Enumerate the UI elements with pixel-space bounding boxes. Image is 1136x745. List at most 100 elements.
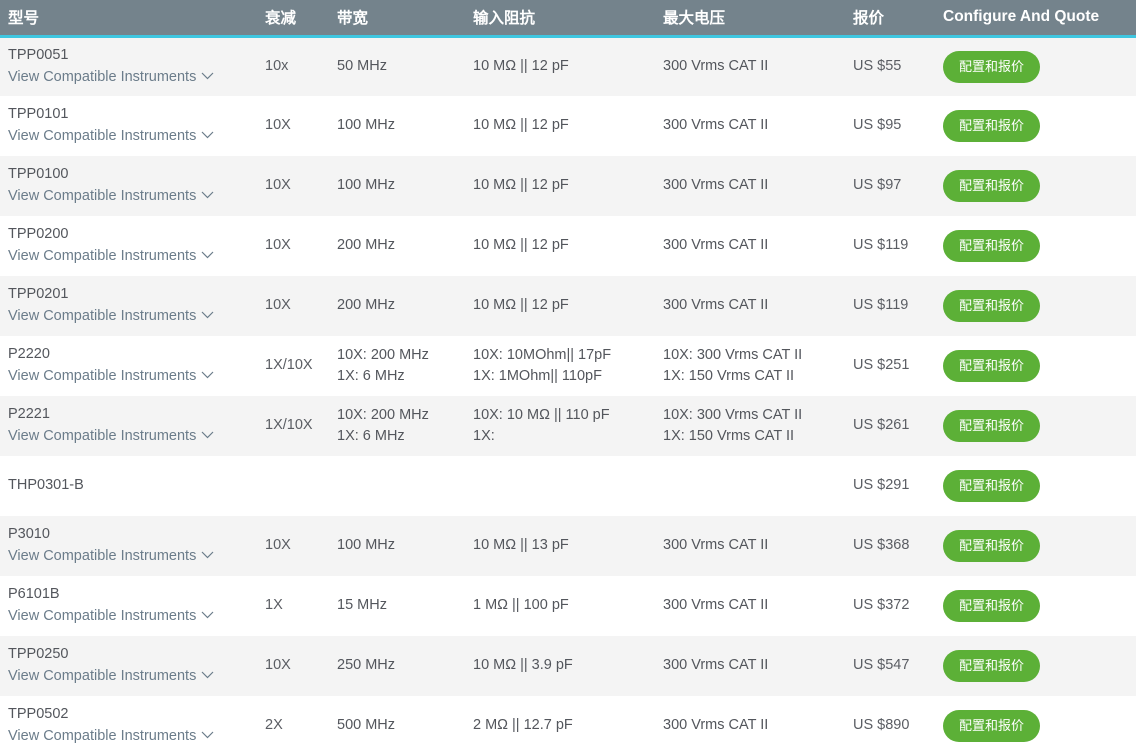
cell-bandwidth: 10X: 200 MHz 1X: 6 MHz xyxy=(337,396,473,456)
cell-input-impedance: 10X: 10 MΩ || 110 pF 1X: xyxy=(473,396,663,456)
view-compatible-instruments-link[interactable]: View Compatible Instruments xyxy=(8,186,214,208)
attenuation-value: 1X xyxy=(265,597,283,614)
configure-and-quote-button[interactable]: 配置和报价 xyxy=(943,410,1041,442)
bandwidth-line-2: 1X: 6 MHz xyxy=(337,368,405,384)
cell-price: US $119 xyxy=(853,216,943,276)
cell-attenuation: 1X/10X xyxy=(265,396,337,456)
input-impedance-value: 10 MΩ || 13 pF xyxy=(473,537,569,554)
input-impedance-value: 10 MΩ || 12 pF xyxy=(473,177,569,194)
configure-and-quote-button[interactable]: 配置和报价 xyxy=(943,530,1041,562)
cell-attenuation: 10X xyxy=(265,156,337,216)
column-header-configure-and-quote: Configure And Quote xyxy=(943,0,1136,38)
cell-max-voltage: 300 Vrms CAT II xyxy=(663,276,853,336)
cell-attenuation xyxy=(265,456,337,516)
view-compatible-instruments-link[interactable]: View Compatible Instruments xyxy=(8,246,214,268)
configure-and-quote-button[interactable]: 配置和报价 xyxy=(943,710,1041,742)
view-compatible-instruments-link[interactable]: View Compatible Instruments xyxy=(8,606,214,628)
max-voltage-line-1: 10X: 300 Vrms CAT II xyxy=(663,346,803,363)
cell-input-impedance: 10 MΩ || 12 pF xyxy=(473,216,663,276)
cell-input-impedance: 10 MΩ || 12 pF xyxy=(473,276,663,336)
cell-input-impedance: 10 MΩ || 12 pF xyxy=(473,36,663,96)
cell-input-impedance: 10X: 10MOhm|| 17pF 1X: 1MOhm|| 110pF xyxy=(473,336,663,396)
view-compatible-instruments-link[interactable]: View Compatible Instruments xyxy=(8,306,214,328)
table-row: TPP0502 View Compatible Instruments 2X 500 … xyxy=(0,696,1136,745)
cell-max-voltage: 300 Vrms CAT II xyxy=(663,36,853,96)
configure-and-quote-button[interactable]: 配置和报价 xyxy=(943,170,1041,202)
cell-input-impedance: 2 MΩ || 12.7 pF xyxy=(473,696,663,745)
bandwidth-value: 100 MHz xyxy=(337,537,396,554)
model-number: TPP0101 xyxy=(8,106,69,123)
cell-attenuation: 1X xyxy=(265,576,337,636)
configure-and-quote-button[interactable]: 配置和报价 xyxy=(943,470,1041,502)
cell-attenuation: 10X xyxy=(265,636,337,696)
cell-model: TPP0201 View Compatible Instruments xyxy=(0,276,265,336)
input-impedance-value: 10 MΩ || 12 pF xyxy=(473,297,569,314)
chevron-down-icon xyxy=(201,311,214,319)
input-impedance-value: 1 MΩ || 100 pF xyxy=(473,597,569,614)
cell-model: TPP0200 View Compatible Instruments xyxy=(0,216,265,276)
bandwidth-value: 250 MHz xyxy=(337,657,396,674)
chevron-down-icon xyxy=(201,72,214,80)
attenuation-value: 2X xyxy=(265,717,283,734)
view-compatible-instruments-link[interactable]: View Compatible Instruments xyxy=(8,126,214,148)
table-row: TPP0101 View Compatible Instruments 10X 100… xyxy=(0,96,1136,156)
cell-max-voltage: 300 Vrms CAT II xyxy=(663,576,853,636)
model-number: TPP0250 xyxy=(8,646,69,663)
cell-model: TPP0101 View Compatible Instruments xyxy=(0,96,265,156)
column-header-max-voltage: 最大电压 xyxy=(663,0,853,38)
configure-and-quote-button[interactable]: 配置和报价 xyxy=(943,110,1041,142)
price-value: US $97 xyxy=(853,177,902,194)
configure-and-quote-button[interactable]: 配置和报价 xyxy=(943,350,1041,382)
bandwidth-value: 100 MHz xyxy=(337,177,396,194)
cell-configure-and-quote: 配置和报价 xyxy=(943,276,1136,336)
cell-model: P2221 View Compatible Instruments xyxy=(0,396,265,456)
cell-price: US $251 xyxy=(853,336,943,396)
bandwidth-value: 500 MHz xyxy=(337,717,396,734)
cell-max-voltage: 10X: 300 Vrms CAT II 1X: 150 Vrms CAT II xyxy=(663,396,853,456)
attenuation-value: 10x xyxy=(265,58,289,75)
chevron-down-icon xyxy=(201,371,214,379)
bandwidth-line-1: 10X: 200 MHz xyxy=(337,346,429,363)
cell-attenuation: 10X xyxy=(265,96,337,156)
table-header: 型号 衰减 带宽 输入阻抗 最大电压 报价 Configure And Quot… xyxy=(0,0,1136,38)
view-compatible-instruments-link[interactable]: View Compatible Instruments xyxy=(8,546,214,568)
chevron-down-icon xyxy=(201,131,214,139)
cell-configure-and-quote: 配置和报价 xyxy=(943,336,1136,396)
cell-price: US $291 xyxy=(853,456,943,516)
cell-attenuation: 2X xyxy=(265,696,337,745)
configure-and-quote-button[interactable]: 配置和报价 xyxy=(943,650,1041,682)
input-impedance-line-2: 1X: xyxy=(473,428,495,444)
view-compatible-instruments-link[interactable]: View Compatible Instruments xyxy=(8,67,214,89)
input-impedance-value: 2 MΩ || 12.7 pF xyxy=(473,717,573,734)
max-voltage-value: 300 Vrms CAT II xyxy=(663,177,769,194)
configure-and-quote-button[interactable]: 配置和报价 xyxy=(943,230,1041,262)
configure-and-quote-button[interactable]: 配置和报价 xyxy=(943,290,1041,322)
cell-configure-and-quote: 配置和报价 xyxy=(943,636,1136,696)
max-voltage-value: 300 Vrms CAT II xyxy=(663,657,769,674)
configure-and-quote-button[interactable]: 配置和报价 xyxy=(943,590,1041,622)
price-value: US $372 xyxy=(853,597,910,614)
cell-bandwidth: 200 MHz xyxy=(337,276,473,336)
max-voltage-value: 300 Vrms CAT II xyxy=(663,717,769,734)
cell-configure-and-quote: 配置和报价 xyxy=(943,156,1136,216)
chevron-down-icon xyxy=(201,551,214,559)
max-voltage-line-2: 1X: 150 Vrms CAT II xyxy=(663,428,795,444)
cell-input-impedance: 10 MΩ || 3.9 pF xyxy=(473,636,663,696)
view-compatible-instruments-link[interactable]: View Compatible Instruments xyxy=(8,366,214,388)
table-row: TPP0051 View Compatible Instruments 10x 50 … xyxy=(0,36,1136,96)
configure-and-quote-button[interactable]: 配置和报价 xyxy=(943,50,1041,83)
column-header-model: 型号 xyxy=(0,0,265,38)
cell-bandwidth: 10X: 200 MHz 1X: 6 MHz xyxy=(337,336,473,396)
cell-attenuation: 1X/10X xyxy=(265,336,337,396)
column-header-input-impedance: 输入阻抗 xyxy=(473,0,663,38)
view-compatible-instruments-link[interactable]: View Compatible Instruments xyxy=(8,426,214,448)
cell-max-voltage: 300 Vrms CAT II xyxy=(663,156,853,216)
cell-attenuation: 10X xyxy=(265,276,337,336)
input-impedance-value: 10 MΩ || 12 pF xyxy=(473,58,569,75)
cell-model: TPP0100 View Compatible Instruments xyxy=(0,156,265,216)
view-compatible-instruments-link[interactable]: View Compatible Instruments xyxy=(8,726,214,745)
view-compatible-instruments-link[interactable]: View Compatible Instruments xyxy=(8,666,214,688)
cell-price: US $97 xyxy=(853,156,943,216)
